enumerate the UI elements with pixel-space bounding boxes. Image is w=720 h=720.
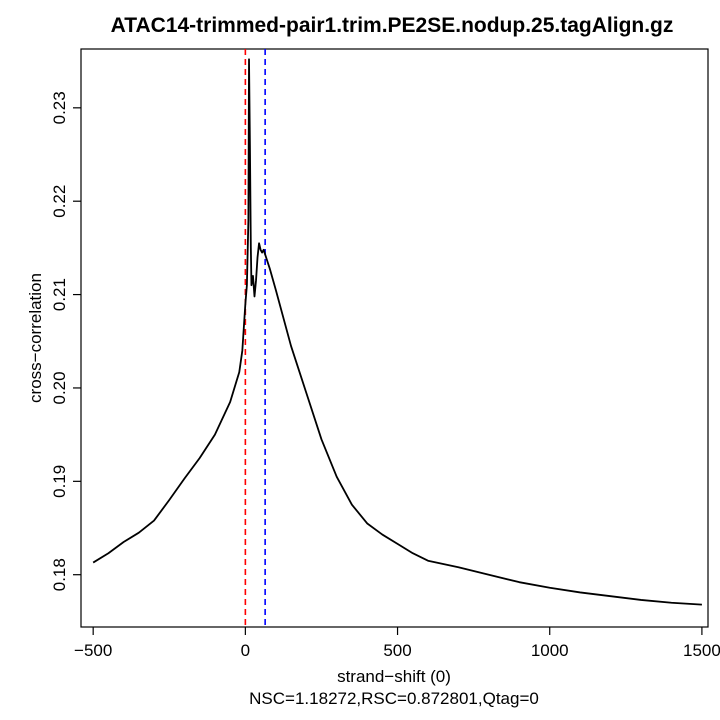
x-axis-label: strand−shift (0) bbox=[337, 667, 451, 686]
plot-frame bbox=[80, 48, 709, 628]
x-tick-label: 1000 bbox=[531, 641, 569, 660]
y-tick-label: 0.21 bbox=[50, 278, 69, 311]
chart-subtitle: NSC=1.18272,RSC=0.872801,Qtag=0 bbox=[249, 689, 539, 708]
y-axis-label: cross−correlation bbox=[26, 273, 45, 403]
chart-title: ATAC14-trimmed-pair1.trim.PE2SE.nodup.25… bbox=[111, 14, 674, 37]
series-group bbox=[92, 58, 702, 606]
y-tick-label: 0.18 bbox=[50, 558, 69, 591]
y-axis: 0.18 0.19 0.20 0.21 0.22 0.23 bbox=[50, 91, 81, 591]
y-tick-label: 0.22 bbox=[50, 185, 69, 218]
x-tick-label: 0 bbox=[241, 641, 250, 660]
x-axis: −500 0 500 1000 1500 bbox=[74, 627, 720, 660]
y-tick-label: 0.19 bbox=[50, 465, 69, 498]
x-tick-label: 500 bbox=[383, 641, 411, 660]
x-tick-label: 1500 bbox=[683, 641, 720, 660]
reference-lines bbox=[244, 49, 266, 627]
cross-correlation-line bbox=[92, 58, 702, 606]
y-tick-label: 0.20 bbox=[50, 371, 69, 404]
y-tick-label: 0.23 bbox=[50, 91, 69, 124]
x-tick-label: −500 bbox=[74, 641, 112, 660]
